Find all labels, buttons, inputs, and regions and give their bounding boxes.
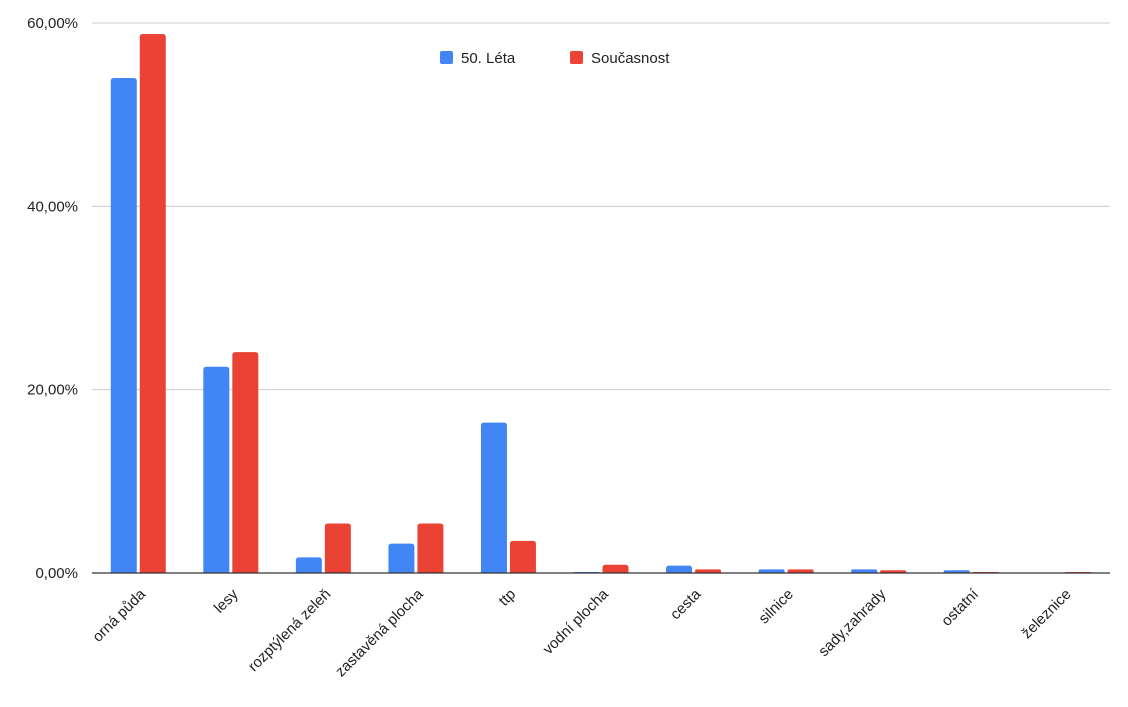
x-tick-label: rozptýlená zeleň [245, 586, 334, 675]
bar-series2-3[interactable] [417, 523, 444, 574]
legend-swatch [570, 51, 583, 64]
x-tick-label: železnice [1018, 586, 1074, 642]
y-tick-label: 20,00% [27, 382, 78, 399]
bar-series2-1[interactable] [232, 352, 259, 573]
y-tick-label: 40,00% [27, 198, 78, 215]
bar-series1-4[interactable] [480, 422, 507, 573]
bar-series2-5[interactable] [602, 564, 629, 573]
x-tick-label: cesta [667, 585, 705, 623]
x-tick-label: silnice [755, 586, 796, 627]
legend-swatch [440, 51, 453, 64]
bar-series1-0[interactable] [110, 78, 137, 573]
x-tick-label: zastavěná plocha [332, 585, 427, 680]
x-tick-label: sady,zahrady [815, 585, 890, 660]
bar-series1-7[interactable] [758, 569, 785, 573]
bar-series1-6[interactable] [666, 565, 693, 573]
x-tick-label: ttp [495, 586, 519, 610]
bar-series1-2[interactable] [295, 557, 322, 573]
legend-label: Současnost [591, 50, 670, 67]
bar-series2-2[interactable] [324, 523, 351, 574]
bar-series1-8[interactable] [851, 569, 878, 573]
bars [110, 34, 1092, 574]
bar-series1-1[interactable] [203, 366, 230, 573]
bar-series1-3[interactable] [388, 543, 415, 573]
legend-label: 50. Léta [461, 50, 516, 67]
x-tick-label: lesy [211, 585, 242, 616]
bar-series2-0[interactable] [139, 34, 166, 573]
x-tick-label: ostatní [938, 585, 982, 629]
legend[interactable]: 50. Léta Současnost [440, 50, 670, 67]
gridlines [92, 22, 1110, 391]
bar-series2-4[interactable] [509, 540, 536, 573]
bar-series2-6[interactable] [695, 569, 722, 573]
y-axis-tick-labels: 0,00% 20,00% 40,00% 60,00% [27, 15, 78, 582]
x-tick-label: vodní plocha [540, 585, 613, 658]
y-tick-label: 0,00% [35, 565, 78, 582]
y-tick-label: 60,00% [27, 15, 78, 32]
bar-series2-7[interactable] [787, 569, 814, 573]
bar-series2-8[interactable] [880, 570, 907, 573]
x-tick-label: orná půda [89, 585, 149, 645]
bar-series1-9[interactable] [943, 570, 970, 573]
